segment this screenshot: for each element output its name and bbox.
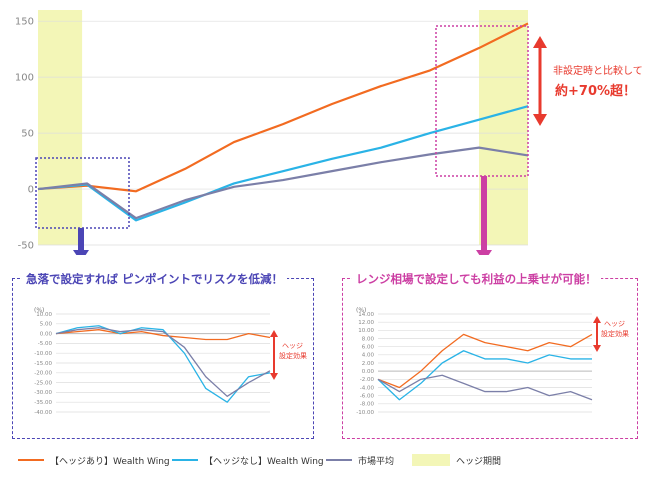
- legend-period: ヘッジ期間: [412, 452, 501, 468]
- right-annotation-line2: 設定効果: [601, 329, 629, 338]
- left-ytick-9: -35.00: [34, 400, 52, 406]
- main-hedge-period-1: [479, 10, 528, 245]
- left-series-hedged: [55, 329, 271, 341]
- left-unit: (%): [34, 307, 44, 314]
- right-ytick-10: -6.00: [360, 394, 375, 400]
- legend-hedged: 【ヘッジあり】Wealth Wing: [18, 452, 170, 468]
- right-series-market: [377, 374, 593, 401]
- right-panel-title: レンジ相場で設定しても利益の上乗せが可能！: [352, 271, 601, 287]
- right-ytick-0: 14.00: [358, 312, 374, 318]
- left-series-market: [55, 327, 271, 397]
- main-ytick-3: 0: [28, 184, 34, 195]
- left-ytick-6: -20.00: [34, 371, 52, 377]
- legend-market-label: 市場平均: [358, 456, 395, 467]
- left-ytick-1: 5.00: [40, 322, 53, 328]
- right-chart: 14.00 12.00 10.00 8.00 6.00 4.00 2.00 0.00 -2.00…: [356, 307, 629, 416]
- arrow-left-head: [73, 250, 89, 255]
- legend-market: 市場平均: [326, 452, 394, 468]
- legend-unhedged-label: 【ヘッジなし】Wealth Wing: [204, 456, 324, 467]
- arrow-right-shaft: [481, 176, 487, 252]
- right-ytick-8: -2.00: [360, 377, 375, 383]
- main-annotation-1: 非設定時と比較して: [553, 64, 643, 77]
- left-ytick-0: 10.00: [36, 312, 52, 318]
- left-ytick-3: -5.00: [38, 341, 53, 347]
- main-series-hedged: [37, 22, 529, 193]
- right-effect-arrow-top: [593, 316, 601, 323]
- right-unit: (%): [356, 307, 366, 314]
- right-ytick-5: 4.00: [362, 353, 375, 359]
- left-annotation: ヘッジ設定効果: [279, 342, 307, 360]
- right-series-hedged: [377, 333, 593, 389]
- main-hedge-period-0: [38, 10, 83, 245]
- right-ytick-4: 6.00: [362, 345, 375, 351]
- arrow-right-head: [476, 250, 492, 255]
- left-annotation-line1: ヘッジ: [282, 342, 303, 350]
- left-ytick-4: -10.00: [34, 351, 52, 357]
- right-ytick-3: 8.00: [362, 336, 375, 342]
- arrow-left-shaft: [78, 228, 84, 253]
- main-ytick-0: 150: [15, 17, 34, 28]
- legend-unhedged: 【ヘッジなし】Wealth Wing: [172, 452, 324, 468]
- right-series-unhedged: [377, 350, 592, 401]
- legend-unhedged-swatch: [172, 459, 198, 461]
- left-effect-arrow-top: [270, 330, 278, 337]
- main-ytick-2: 50: [21, 128, 34, 139]
- left-ytick-5: -15.00: [34, 361, 52, 367]
- main-ytick-1: 100: [15, 72, 34, 83]
- left-annotation-line2: 設定効果: [279, 351, 307, 360]
- legend-period-label: ヘッジ期間: [456, 456, 502, 467]
- legend-period-swatch: [412, 454, 450, 466]
- left-series-unhedged: [55, 325, 271, 403]
- legend-hedged-swatch: [18, 459, 44, 461]
- left-panel-title: 急落で設定すれば ピンポイントでリスクを低減！: [22, 271, 288, 287]
- main-chart: 150 100 50 0 -50 非設定時と比較して 約+70%超！: [15, 10, 643, 255]
- main-series-unhedged: [37, 105, 529, 222]
- legend-market-swatch: [326, 459, 352, 461]
- right-ytick-6: 2.00: [362, 361, 375, 367]
- left-effect-arrow-bottom: [270, 373, 278, 380]
- right-ytick-11: -8.00: [360, 402, 375, 408]
- right-annotation-line1: ヘッジ: [604, 320, 625, 328]
- right-ytick-7: 0.00: [362, 369, 375, 375]
- effect-arrow-head-top: [533, 36, 547, 48]
- right-effect-arrow-bottom: [593, 345, 601, 352]
- left-ytick-2: 0.00: [40, 331, 53, 337]
- main-ytick-4: -50: [18, 240, 34, 251]
- right-ytick-12: -10.00: [356, 410, 374, 416]
- legend-hedged-label: 【ヘッジあり】Wealth Wing: [50, 456, 170, 467]
- main-annotation-2: 約+70%超！: [555, 83, 636, 99]
- left-ytick-7: -25.00: [34, 380, 52, 386]
- left-chart: 10.00 5.00 0.00 -5.00 -10.00 -15.00 -20.00 -25.…: [34, 307, 307, 416]
- right-ytick-9: -4.00: [360, 385, 375, 391]
- right-ytick-2: 10.00: [358, 328, 374, 334]
- right-ytick-1: 12.00: [358, 320, 374, 326]
- right-annotation: ヘッジ設定効果: [601, 320, 629, 338]
- effect-arrow-head-bottom: [533, 114, 547, 126]
- main-series-market: [37, 146, 529, 220]
- left-ytick-8: -30.00: [34, 390, 52, 396]
- left-ytick-10: -40.00: [34, 410, 52, 416]
